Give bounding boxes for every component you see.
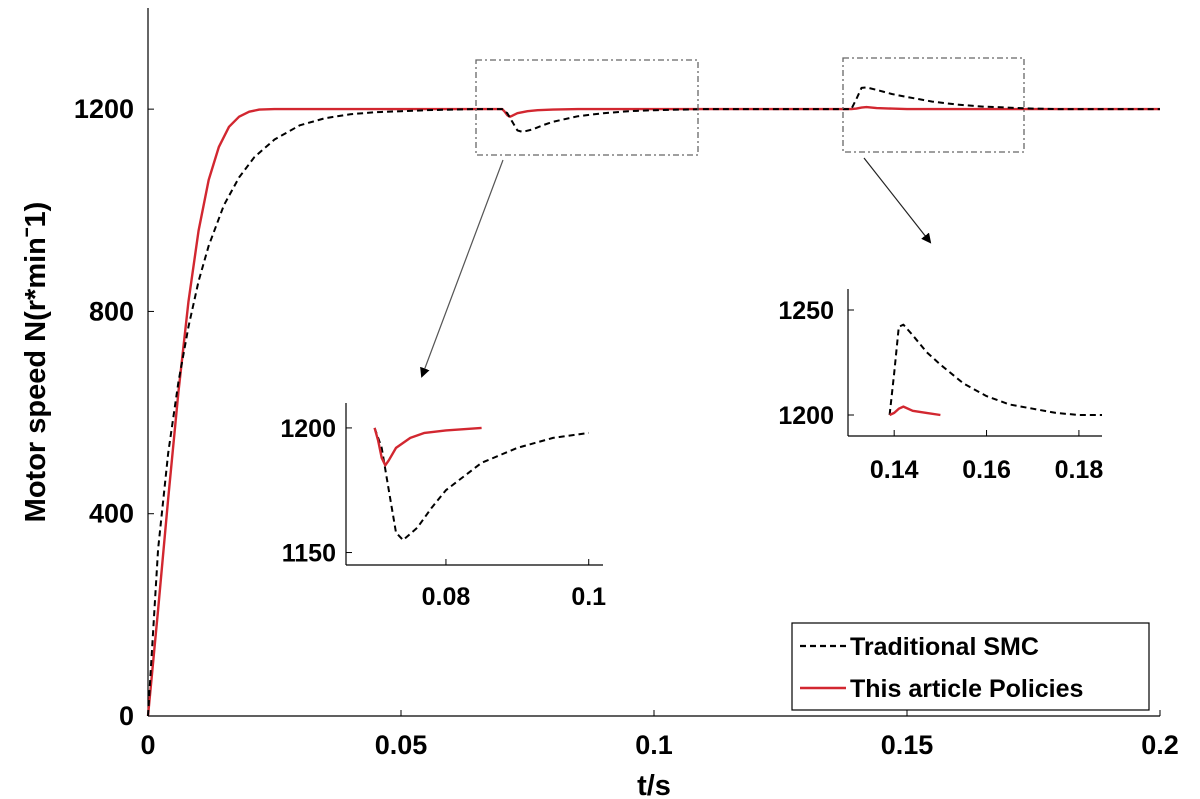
zoom-box-2 [842,57,1025,153]
inset1-series-traditional-smc [373,427,589,542]
inset1-series-this-article-policies [373,426,482,467]
main-series-this-article-policies [146,105,1160,717]
y-axis-title: Motor speed N(r*minˉ1) [20,202,52,523]
legend-label-this-article-policies: This article Policies [850,675,1083,703]
inset2-y-tick-label: 1250 [778,297,834,325]
legend-label-traditional-smc: Traditional SMC [850,633,1039,661]
inset-chart-2: 0.14 0.16 0.18 1200 1250 [778,289,1103,484]
main-y-tick-label: 800 [89,296,134,326]
main-y-tick-label: 1200 [74,94,134,124]
main-plot-series [146,86,1160,717]
main-series-traditional-smc [147,86,1160,717]
main-x-tick-label: 0.05 [375,730,428,760]
main-x-tick-label: 0 [140,730,155,760]
main-axes: 0 0.05 0.1 0.15 0.2 0 400 800 1200 [74,8,1179,760]
x-axis-title: t/s [637,770,671,799]
inset1-x-tick-label: 0.1 [571,583,606,611]
main-x-tick-label: 0.15 [881,730,934,760]
main-x-tick-label: 0.1 [635,730,673,760]
main-y-tick-label: 400 [89,499,134,529]
inset1-y-tick-label: 1200 [280,415,336,443]
legend-box [791,622,1150,711]
legend: Traditional SMC This article Policies [791,622,1150,711]
main-y-tick-label: 0 [119,701,134,731]
inset-chart-1: 0.08 0.1 1150 1200 [280,403,606,611]
inset2-series-this-article-policies [889,405,941,417]
inset1-y-tick-label: 1150 [282,540,336,568]
inset2-series-traditional-smc [888,323,1102,416]
inset2-x-tick-label: 0.16 [962,456,1011,484]
inset2-y-tick-label: 1200 [778,402,834,430]
inset2-x-tick-label: 0.18 [1055,456,1104,484]
main-x-tick-label: 0.2 [1141,730,1179,760]
zoom-arrow-1 [420,159,504,378]
zoom-arrow-2 [863,157,932,244]
zoom-box-1 [475,59,699,156]
inset2-x-tick-label: 0.14 [870,456,919,484]
inset1-x-tick-label: 0.08 [422,583,471,611]
